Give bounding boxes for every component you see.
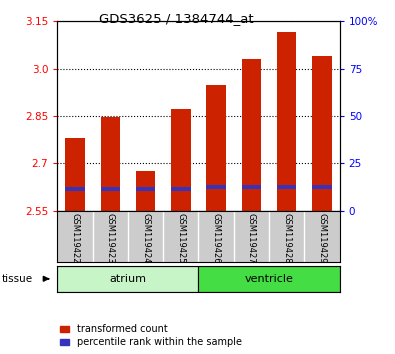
Bar bbox=[277, 32, 297, 211]
Bar bbox=[100, 187, 120, 191]
Bar bbox=[312, 185, 332, 189]
Bar bbox=[65, 138, 85, 211]
Text: GSM119422: GSM119422 bbox=[70, 213, 79, 264]
Bar bbox=[100, 116, 120, 211]
Bar bbox=[312, 56, 332, 211]
Bar bbox=[57, 266, 199, 292]
Text: ventricle: ventricle bbox=[245, 274, 293, 284]
Bar bbox=[171, 187, 190, 191]
Text: GSM119424: GSM119424 bbox=[141, 213, 150, 264]
Text: GSM119425: GSM119425 bbox=[176, 213, 185, 264]
Bar bbox=[65, 187, 85, 191]
Bar bbox=[242, 185, 261, 189]
Text: GDS3625 / 1384744_at: GDS3625 / 1384744_at bbox=[99, 12, 253, 25]
Bar bbox=[171, 109, 190, 211]
Legend: transformed count, percentile rank within the sample: transformed count, percentile rank withi… bbox=[60, 325, 242, 347]
Text: GSM119429: GSM119429 bbox=[318, 213, 327, 264]
Bar bbox=[207, 185, 226, 189]
Bar bbox=[199, 266, 340, 292]
Bar bbox=[207, 85, 226, 211]
Text: GSM119427: GSM119427 bbox=[247, 213, 256, 264]
Text: tissue: tissue bbox=[2, 274, 33, 284]
Bar bbox=[277, 185, 297, 189]
Bar bbox=[136, 171, 155, 211]
Text: GSM119426: GSM119426 bbox=[212, 213, 221, 264]
Bar bbox=[136, 187, 155, 191]
Text: GSM119423: GSM119423 bbox=[106, 213, 115, 264]
Text: GSM119428: GSM119428 bbox=[282, 213, 291, 264]
Text: atrium: atrium bbox=[109, 274, 147, 284]
Bar bbox=[242, 59, 261, 211]
